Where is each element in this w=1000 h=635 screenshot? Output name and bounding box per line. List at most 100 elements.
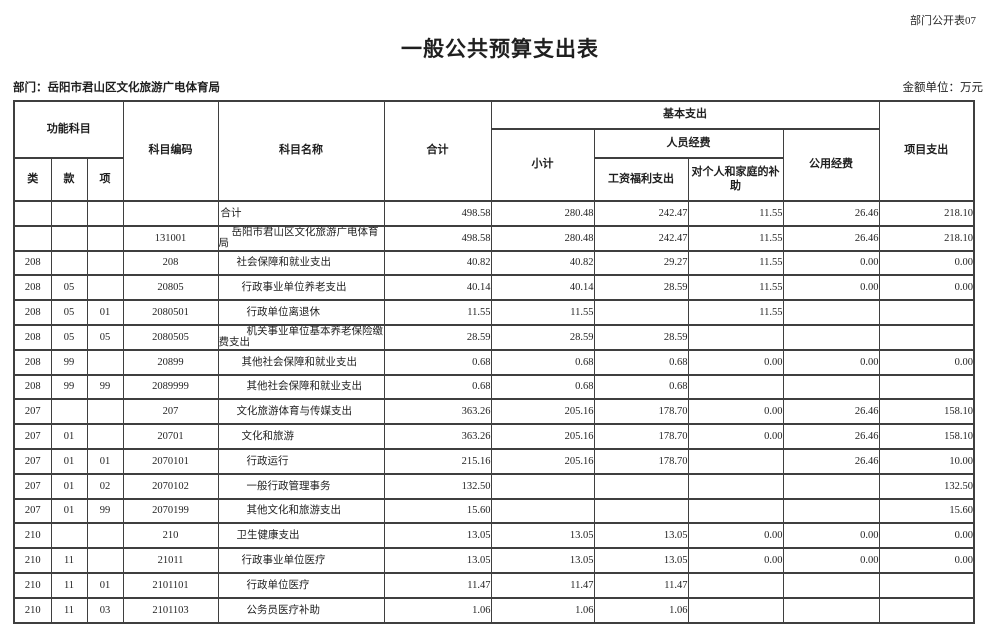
header-code: 科目编码 xyxy=(122,100,219,202)
header-name: 科目名称 xyxy=(217,100,385,202)
cell-subject-code: 2080501 xyxy=(122,299,219,326)
cell-xiang: 01 xyxy=(86,299,124,326)
cell-public-funds xyxy=(782,373,880,401)
cell-personal-family-subsidy: 0.00 xyxy=(687,398,784,426)
cell-kuan: 01 xyxy=(50,423,88,450)
cell-project-expenditure xyxy=(878,373,975,401)
cell-public-funds: 26.46 xyxy=(782,447,880,475)
cell-subject-code: 207 xyxy=(122,398,219,426)
cell-subtotal: 1.06 xyxy=(490,596,595,624)
cell-total: 498.58 xyxy=(383,200,492,227)
header-xiang: 项 xyxy=(86,157,124,202)
cell-subject-code: 2080505 xyxy=(122,323,219,351)
cell-subtotal: 205.16 xyxy=(490,447,595,475)
cell-wage-welfare: 28.59 xyxy=(593,274,689,302)
cell-subject-code: 2089999 xyxy=(122,373,219,401)
cell-subtotal: 40.14 xyxy=(490,274,595,302)
cell-project-expenditure xyxy=(878,571,975,599)
cell-kuan xyxy=(50,200,88,227)
table-row: 210 11 01 2101101 行政单位医疗 11.47 11.47 11.47 xyxy=(13,571,975,599)
cell-personal-family-subsidy: 0.00 xyxy=(687,423,784,450)
cell-lei: 207 xyxy=(13,447,52,475)
cell-lei: 208 xyxy=(13,299,52,326)
cell-kuan xyxy=(50,224,88,252)
cell-project-expenditure: 158.10 xyxy=(878,398,975,426)
form-number: 部门公开表07 xyxy=(910,15,976,27)
cell-subject-name: 岳阳市君山区文化旅游广电体育局 xyxy=(217,224,385,252)
cell-subject-name: 公务员医疗补助 xyxy=(217,596,385,624)
cell-public-funds: 0.00 xyxy=(782,547,880,574)
unit-label: 金额单位：万元 xyxy=(902,82,984,94)
cell-personal-family-subsidy xyxy=(687,323,784,351)
cell-lei: 208 xyxy=(13,348,52,376)
cell-subject-name: 社会保障和就业支出 xyxy=(217,249,385,277)
cell-kuan: 99 xyxy=(50,373,88,401)
cell-subject-name: 行政运行 xyxy=(217,447,385,475)
cell-total: 13.05 xyxy=(383,522,492,550)
cell-subject-name: 行政事业单位医疗 xyxy=(217,547,385,574)
table-row: 208 05 01 2080501 行政单位离退休 11.55 11.55 11.55 xyxy=(13,299,975,326)
cell-personal-family-subsidy: 0.00 xyxy=(687,522,784,550)
cell-kuan: 05 xyxy=(50,299,88,326)
header-project-expenditure: 项目支出 xyxy=(878,100,975,202)
cell-subject-name: 行政单位离退休 xyxy=(217,299,385,326)
cell-subject-code: 21011 xyxy=(122,547,219,574)
cell-subtotal: 280.48 xyxy=(490,224,595,252)
budget-table-body: 合计 498.58 280.48 242.47 11.55 26.46 218.10 1310… xyxy=(13,200,975,624)
cell-project-expenditure: 218.10 xyxy=(878,200,975,227)
cell-total: 0.68 xyxy=(383,348,492,376)
cell-subject-name: 合计 xyxy=(217,200,385,227)
cell-xiang xyxy=(86,249,124,277)
cell-personal-family-subsidy: 11.55 xyxy=(687,299,784,326)
table-row: 208 208 社会保障和就业支出 40.82 40.82 29.27 11.55 0.00 0… xyxy=(13,249,975,277)
cell-total: 13.05 xyxy=(383,547,492,574)
cell-subtotal: 13.05 xyxy=(490,547,595,574)
cell-project-expenditure: 0.00 xyxy=(878,249,975,277)
cell-lei xyxy=(13,200,52,227)
meta-row: 部门：岳阳市君山区文化旅游广电体育局 金额单位：万元 xyxy=(13,79,983,95)
cell-public-funds: 26.46 xyxy=(782,224,880,252)
cell-total: 132.50 xyxy=(383,472,492,500)
cell-lei: 207 xyxy=(13,423,52,450)
cell-xiang: 99 xyxy=(86,497,124,525)
cell-public-funds xyxy=(782,472,880,500)
cell-lei: 207 xyxy=(13,398,52,426)
cell-subject-name: 其他社会保障和就业支出 xyxy=(217,348,385,376)
cell-personal-family-subsidy: 11.55 xyxy=(687,274,784,302)
table-row: 208 99 20899 其他社会保障和就业支出 0.68 0.68 0.68 0.00 0.0… xyxy=(13,348,975,376)
cell-subject-name: 行政事业单位养老支出 xyxy=(217,274,385,302)
cell-public-funds: 26.46 xyxy=(782,398,880,426)
cell-wage-welfare: 0.68 xyxy=(593,373,689,401)
cell-project-expenditure: 0.00 xyxy=(878,547,975,574)
table-row: 207 207 文化旅游体育与传媒支出 363.26 205.16 178.70 0.00 2… xyxy=(13,398,975,426)
page-title: 一般公共预算支出表 xyxy=(401,37,599,61)
cell-personal-family-subsidy: 0.00 xyxy=(687,547,784,574)
cell-subject-code: 208 xyxy=(122,249,219,277)
cell-total: 40.14 xyxy=(383,274,492,302)
cell-subtotal: 0.68 xyxy=(490,373,595,401)
cell-subject-name: 一般行政管理事务 xyxy=(217,472,385,500)
table-row: 131001 岳阳市君山区文化旅游广电体育局 498.58 280.48 242.47 1… xyxy=(13,224,975,252)
header-subtotal: 小计 xyxy=(490,128,595,202)
table-row: 207 01 20701 文化和旅游 363.26 205.16 178.70 0.00 26.… xyxy=(13,423,975,450)
cell-wage-welfare: 28.59 xyxy=(593,323,689,351)
cell-personal-family-subsidy: 0.00 xyxy=(687,348,784,376)
cell-kuan: 05 xyxy=(50,274,88,302)
table-row: 207 01 01 2070101 行政运行 215.16 205.16 178.70 26.4… xyxy=(13,447,975,475)
cell-kuan xyxy=(50,522,88,550)
cell-xiang xyxy=(86,224,124,252)
cell-total: 0.68 xyxy=(383,373,492,401)
cell-subject-code: 20805 xyxy=(122,274,219,302)
cell-wage-welfare: 178.70 xyxy=(593,423,689,450)
table-row: 208 05 05 2080505 机关事业单位基本养老保险缴费支出 28.59 28.59… xyxy=(13,323,975,351)
cell-project-expenditure: 0.00 xyxy=(878,348,975,376)
cell-subject-name: 机关事业单位基本养老保险缴费支出 xyxy=(217,323,385,351)
cell-lei: 208 xyxy=(13,274,52,302)
header-kuan: 款 xyxy=(50,157,88,202)
cell-lei: 208 xyxy=(13,323,52,351)
cell-kuan: 01 xyxy=(50,472,88,500)
cell-personal-family-subsidy xyxy=(687,447,784,475)
cell-subtotal: 205.16 xyxy=(490,423,595,450)
cell-public-funds xyxy=(782,596,880,624)
cell-personal-family-subsidy: 11.55 xyxy=(687,200,784,227)
